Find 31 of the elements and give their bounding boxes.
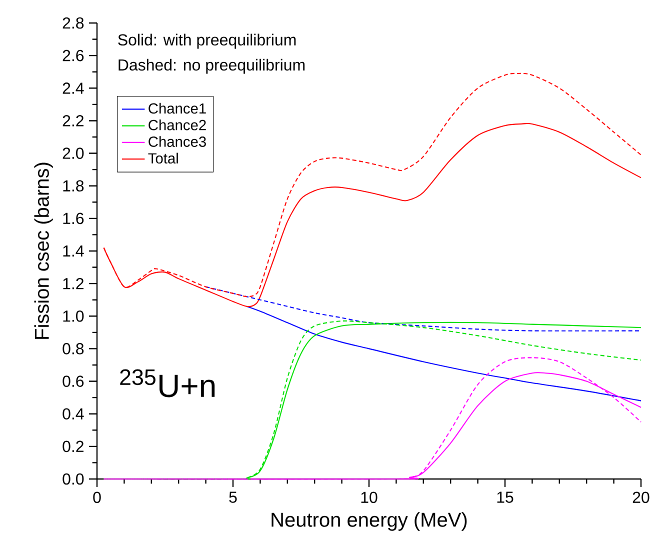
y-tick-label: 2.0 bbox=[62, 148, 84, 159]
annotation: Dashed: no preequilibrium bbox=[118, 58, 305, 74]
y-tick-label: 0.0 bbox=[62, 473, 84, 485]
y-tick-label: 0.6 bbox=[62, 376, 84, 387]
y-tick-label: 1.0 bbox=[63, 310, 84, 322]
y-axis-title: Fission csec (barns) bbox=[34, 162, 53, 339]
x-tick-label: 20 bbox=[632, 492, 650, 504]
line-series bbox=[246, 306, 642, 402]
x-tick-label: 5 bbox=[229, 492, 237, 503]
x-axis-title: Neutron energy (MeV) bbox=[272, 512, 467, 531]
legend-label: Chance2 bbox=[148, 120, 206, 130]
y-tick-label: 0.4 bbox=[62, 408, 84, 420]
y-tick-label: 2.8 bbox=[62, 17, 84, 29]
annotation: $^{235}$U+n bbox=[120, 369, 215, 398]
line-series bbox=[205, 286, 642, 332]
y-tick-label: 1.2 bbox=[63, 278, 84, 290]
y-tick-label: 2.6 bbox=[62, 50, 84, 62]
y-tick-label: 0.2 bbox=[62, 440, 84, 452]
legend-label: Total bbox=[148, 152, 178, 164]
x-tick-label: 10 bbox=[361, 492, 378, 504]
x-tick-label: 0 bbox=[93, 492, 101, 504]
y-tick-label: 2.4 bbox=[62, 82, 84, 94]
y-tick-label: 1.6 bbox=[63, 212, 84, 224]
y-tick-label: 1.8 bbox=[63, 180, 84, 192]
y-tick-label: 1.4 bbox=[63, 246, 84, 256]
legend-label: Chance3 bbox=[148, 136, 206, 147]
x-tick-label: 15 bbox=[497, 492, 514, 503]
y-tick-label: 0.8 bbox=[62, 343, 84, 354]
legend-label: Chance1 bbox=[148, 102, 206, 114]
annotation: Solid: with preequilibrium bbox=[118, 34, 296, 49]
y-tick-label: 2.2 bbox=[62, 115, 84, 126]
